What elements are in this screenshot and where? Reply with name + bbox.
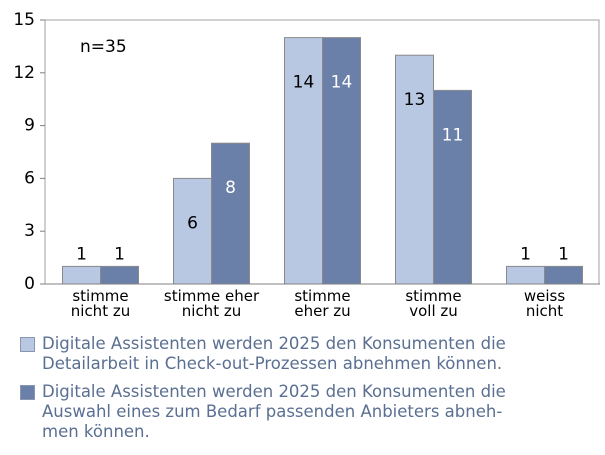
bar bbox=[544, 265, 583, 285]
value-label: 6 bbox=[187, 213, 198, 233]
x-tick-label: stimme nicht zu bbox=[70, 287, 131, 320]
x-tick-label: stimme eher nicht zu bbox=[163, 287, 260, 320]
legend-item: Digitale Assistenten werden 2025 den Kon… bbox=[20, 382, 506, 442]
annotation: n=35 bbox=[80, 37, 127, 57]
legend-label: Digitale Assistenten werden 2025 den Kon… bbox=[42, 334, 506, 373]
x-tick-label: stimme voll zu bbox=[405, 287, 462, 320]
value-label: 14 bbox=[293, 73, 315, 93]
x-tick-label: weiss nicht bbox=[523, 287, 566, 320]
value-label: 13 bbox=[404, 90, 426, 110]
bar bbox=[173, 177, 212, 285]
value-label: 1 bbox=[520, 244, 531, 264]
legend-swatch bbox=[20, 385, 35, 400]
legend-item: Digitale Assistenten werden 2025 den Kon… bbox=[20, 334, 506, 374]
y-tick-label: 3 bbox=[24, 221, 35, 241]
y-tick-label: 0 bbox=[24, 274, 35, 294]
value-label: 1 bbox=[114, 244, 125, 264]
legend-swatch bbox=[20, 337, 35, 352]
value-label: 1 bbox=[558, 244, 569, 264]
y-tick-label: 6 bbox=[24, 168, 35, 188]
value-label: 8 bbox=[225, 178, 236, 198]
y-tick-label: 12 bbox=[13, 63, 35, 83]
legend-label: Digitale Assistenten werden 2025 den Kon… bbox=[42, 382, 506, 441]
bar bbox=[506, 265, 545, 285]
x-tick-label: stimme eher zu bbox=[294, 287, 351, 320]
bar bbox=[62, 265, 101, 285]
y-tick-label: 15 bbox=[13, 10, 35, 30]
bar bbox=[433, 89, 472, 285]
value-label: 14 bbox=[331, 73, 353, 93]
bar bbox=[211, 142, 250, 285]
value-label: 11 bbox=[442, 125, 464, 145]
bar bbox=[284, 37, 323, 285]
y-tick-label: 9 bbox=[24, 116, 35, 136]
bar bbox=[100, 265, 139, 285]
value-label: 1 bbox=[76, 244, 87, 264]
